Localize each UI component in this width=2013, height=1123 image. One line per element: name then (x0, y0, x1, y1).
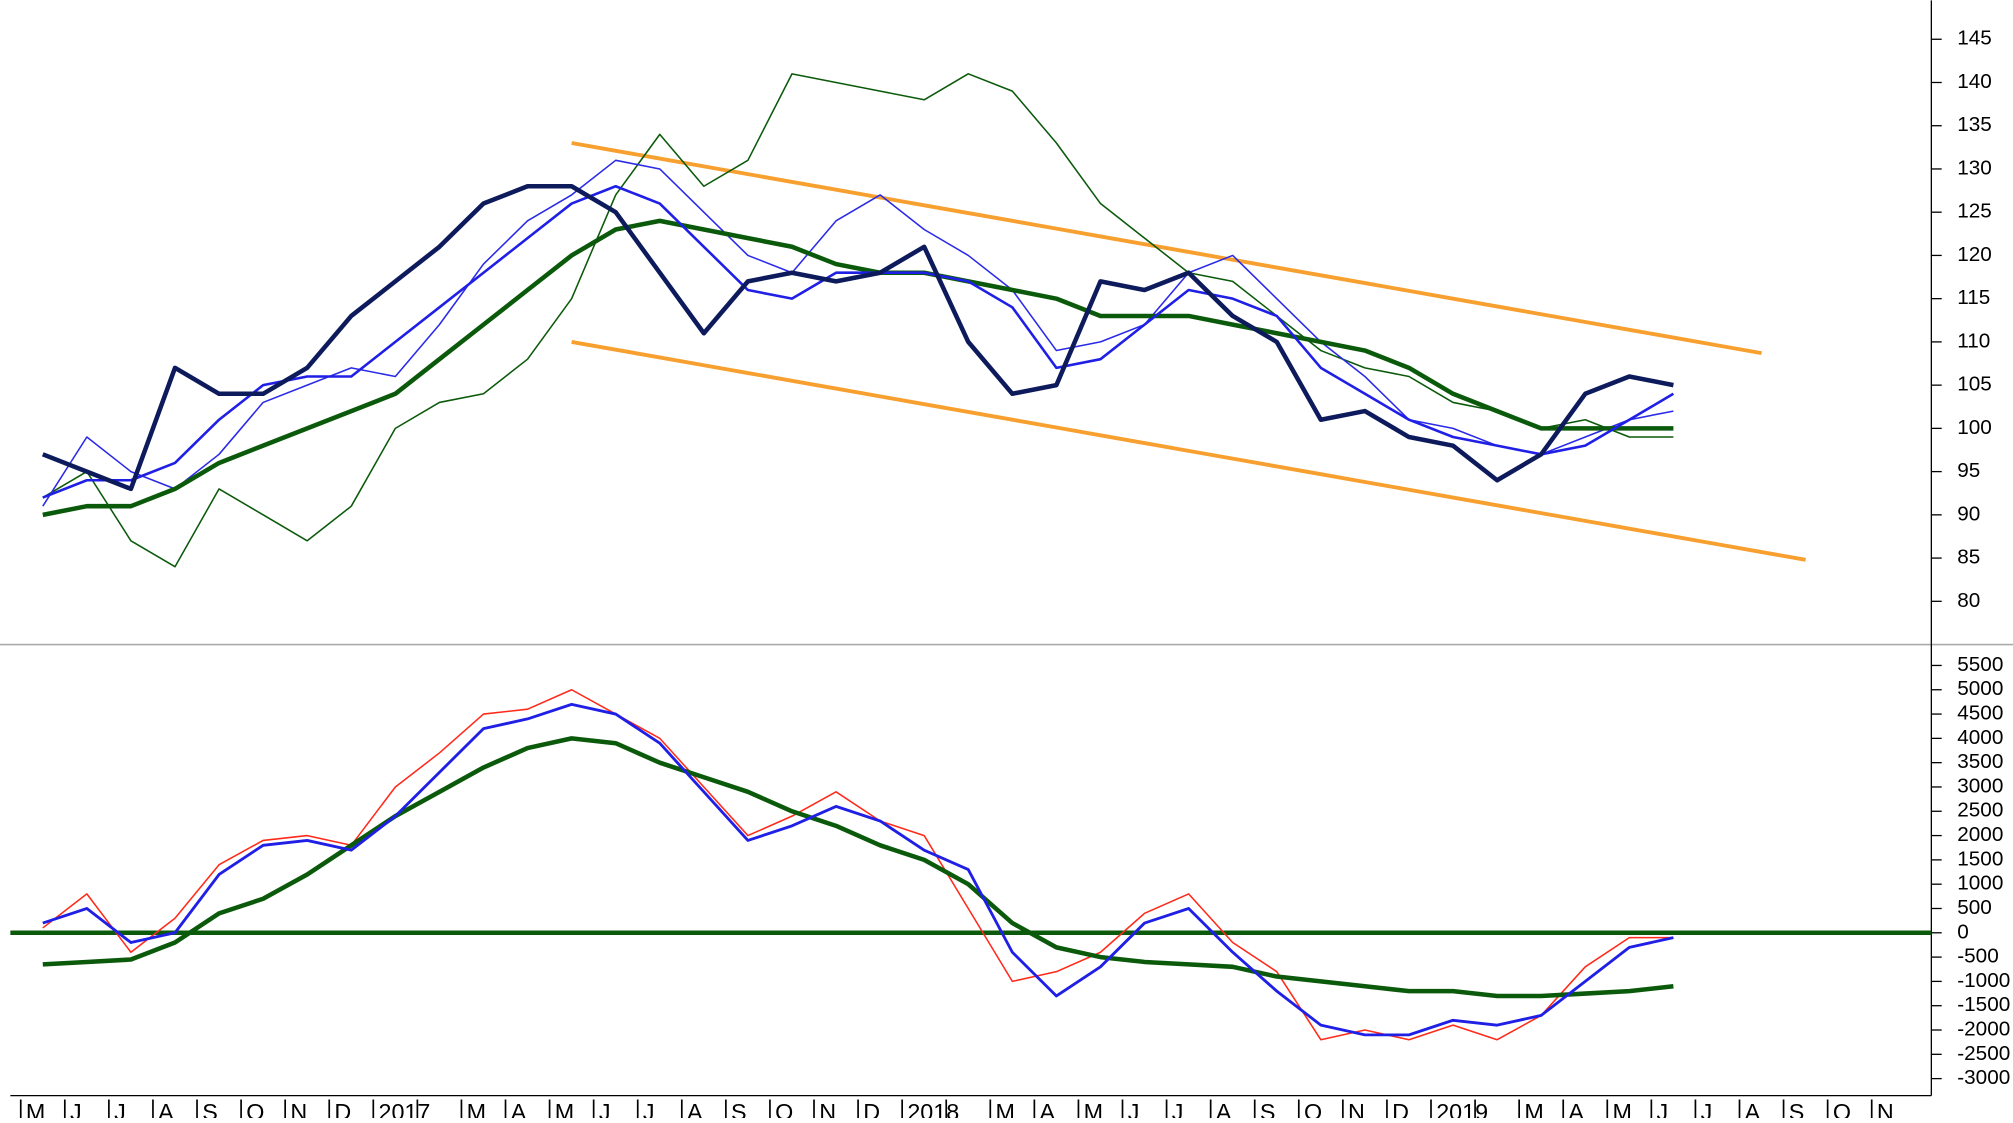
x-tick-label: A (1216, 1099, 1232, 1118)
x-tick-label: J (1128, 1099, 1140, 1118)
x-tick-label: M (1524, 1099, 1543, 1118)
x-tick-label: D (1392, 1099, 1409, 1118)
x-tick-label: J (599, 1099, 611, 1118)
y-tick-label: 4500 (1957, 702, 2003, 725)
y-tick-label: 105 (1957, 373, 1992, 396)
series-line (42, 736, 1674, 999)
series-line (571, 141, 1762, 356)
x-tick-label: M (1612, 1099, 1631, 1118)
series-line (42, 73, 1674, 568)
x-tick-label: A (1568, 1099, 1584, 1118)
y-tick-label: 4000 (1957, 726, 2003, 749)
x-tick-label: J (114, 1099, 126, 1118)
y-tick-label: -1500 (1957, 993, 2010, 1016)
y-tick-label: 135 (1957, 113, 1992, 136)
x-tick-label: A (687, 1099, 703, 1118)
x-tick-label: N (1348, 1099, 1365, 1118)
x-tick-label: O (1833, 1099, 1851, 1118)
x-tick-label: 2017 (378, 1099, 430, 1118)
x-tick-label: M (555, 1099, 574, 1118)
x-tick-label: J (1172, 1099, 1184, 1118)
y-tick-label: 5000 (1957, 677, 2003, 700)
x-tick-label: O (246, 1099, 264, 1118)
y-tick-label: 2000 (1957, 823, 2003, 846)
x-tick-label: O (775, 1099, 793, 1118)
x-tick-label: M (26, 1099, 45, 1118)
x-tick-label: D (334, 1099, 351, 1118)
series-line (42, 702, 1674, 1037)
y-tick-label: 2500 (1957, 799, 2003, 822)
y-tick-label: 5500 (1957, 653, 2003, 676)
x-tick-label: N (1877, 1099, 1894, 1118)
x-tick-label: S (1260, 1099, 1276, 1118)
y-tick-label: 1000 (1957, 872, 2003, 895)
x-tick-label: N (290, 1099, 307, 1118)
y-tick-label: 0 (1957, 920, 1969, 943)
series-line (42, 184, 1675, 499)
y-tick-label: -500 (1957, 945, 1998, 968)
series-line (42, 218, 1674, 518)
x-tick-label: 2019 (1436, 1099, 1488, 1118)
y-tick-label: 120 (1957, 243, 1992, 266)
x-tick-label: N (819, 1099, 836, 1118)
x-tick-label: A (1040, 1099, 1056, 1118)
y-tick-label: 500 (1957, 896, 1992, 919)
y-tick-label: 3000 (1957, 774, 2003, 797)
y-tick-label: 100 (1957, 416, 1992, 439)
y-tick-label: 125 (1957, 200, 1992, 223)
y-tick-label: 85 (1957, 546, 1980, 569)
y-tick-label: 95 (1957, 459, 1980, 482)
x-tick-label: J (1657, 1099, 1669, 1118)
y-tick-label: 110 (1957, 329, 1990, 352)
y-tick-label: 3500 (1957, 750, 2003, 773)
x-tick-label: M (467, 1099, 486, 1118)
x-tick-label: A (158, 1099, 174, 1118)
y-tick-label: -3000 (1957, 1066, 2010, 1089)
x-tick-label: J (1701, 1099, 1713, 1118)
y-tick-label: 1500 (1957, 847, 2003, 870)
y-tick-label: -2000 (1957, 1017, 2010, 1040)
x-tick-label: A (1745, 1099, 1761, 1118)
x-tick-label: 2018 (907, 1099, 959, 1118)
x-tick-label: J (643, 1099, 655, 1118)
y-tick-label: 80 (1957, 589, 1980, 612)
series-line (42, 159, 1674, 507)
y-tick-label: 115 (1957, 286, 1990, 309)
y-tick-label: -2500 (1957, 1042, 2010, 1065)
series-line (571, 339, 1806, 562)
x-tick-label: S (202, 1099, 218, 1118)
series-line (41, 183, 1674, 492)
x-tick-label: S (731, 1099, 747, 1118)
y-tick-label: 90 (1957, 502, 1980, 525)
y-tick-label: -1000 (1957, 969, 2010, 992)
x-tick-label: M (995, 1099, 1014, 1118)
x-tick-label: M (1084, 1099, 1103, 1118)
x-tick-label: A (511, 1099, 527, 1118)
series-line (42, 688, 1674, 1041)
x-tick-label: D (863, 1099, 880, 1118)
y-tick-label: 140 (1957, 70, 1992, 93)
x-tick-label: S (1789, 1099, 1805, 1118)
y-tick-label: 145 (1957, 27, 1992, 50)
y-tick-label: 130 (1957, 156, 1992, 179)
x-tick-label: O (1304, 1099, 1322, 1118)
x-tick-label: J (70, 1099, 82, 1118)
